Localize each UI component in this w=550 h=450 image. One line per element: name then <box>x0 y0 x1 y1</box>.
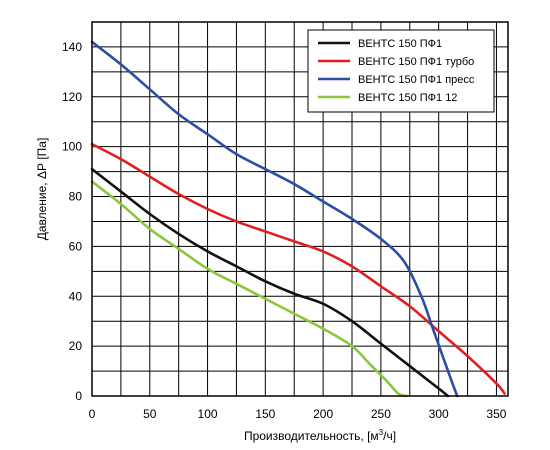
x-axis-label-tail: /ч] <box>383 429 396 443</box>
legend: ВЕНТС 150 ПФ1 ВЕНТС 150 ПФ1 турбо ВЕНТС 15… <box>307 29 495 113</box>
x-tick-label: 100 <box>198 407 218 421</box>
x-tick-label: 200 <box>313 407 333 421</box>
legend-entry-2: ВЕНТС 150 ПФ1 турбо <box>358 56 474 68</box>
x-tick-label: 350 <box>486 407 506 421</box>
series-layer <box>90 40 506 398</box>
series-line-2 <box>90 142 506 395</box>
x-tick-label: 50 <box>143 407 157 421</box>
y-axis-label: Давление, ΔР [Па] <box>35 138 49 241</box>
y-axis-ticks: 0 20 40 60 80 100 120 140 <box>62 40 82 403</box>
y-tick-label: 40 <box>69 289 83 303</box>
x-tick-label: 300 <box>429 407 449 421</box>
legend-entry-4: ВЕНТС 150 ПФ1 12 <box>358 92 457 104</box>
y-tick-label: 0 <box>75 389 82 403</box>
y-tick-label: 120 <box>62 90 82 104</box>
series-line-4 <box>90 180 408 398</box>
legend-entry-1: ВЕНТС 150 ПФ1 <box>358 38 442 50</box>
y-tick-label: 80 <box>69 190 83 204</box>
x-tick-label: 0 <box>89 407 96 421</box>
plot-area-frame <box>91 21 509 397</box>
x-axis-ticks: 0 50 100 150 200 250 300 350 <box>89 407 507 421</box>
y-tick-label: 100 <box>62 140 82 154</box>
x-axis-label: Производительность, [м3/ч] <box>244 428 396 443</box>
y-tick-label: 140 <box>62 40 82 54</box>
legend-entry-3: ВЕНТС 150 ПФ1 пресс <box>358 74 475 86</box>
y-tick-label: 60 <box>69 239 83 253</box>
y-tick-label: 20 <box>69 339 83 353</box>
x-tick-label: 250 <box>371 407 391 421</box>
x-tick-label: 150 <box>255 407 275 421</box>
x-axis-label-main: Производительность, [м <box>244 429 379 443</box>
series-line-3 <box>90 40 459 398</box>
series-line-1 <box>90 167 450 398</box>
x-axis-label-sup: 3 <box>379 428 384 437</box>
